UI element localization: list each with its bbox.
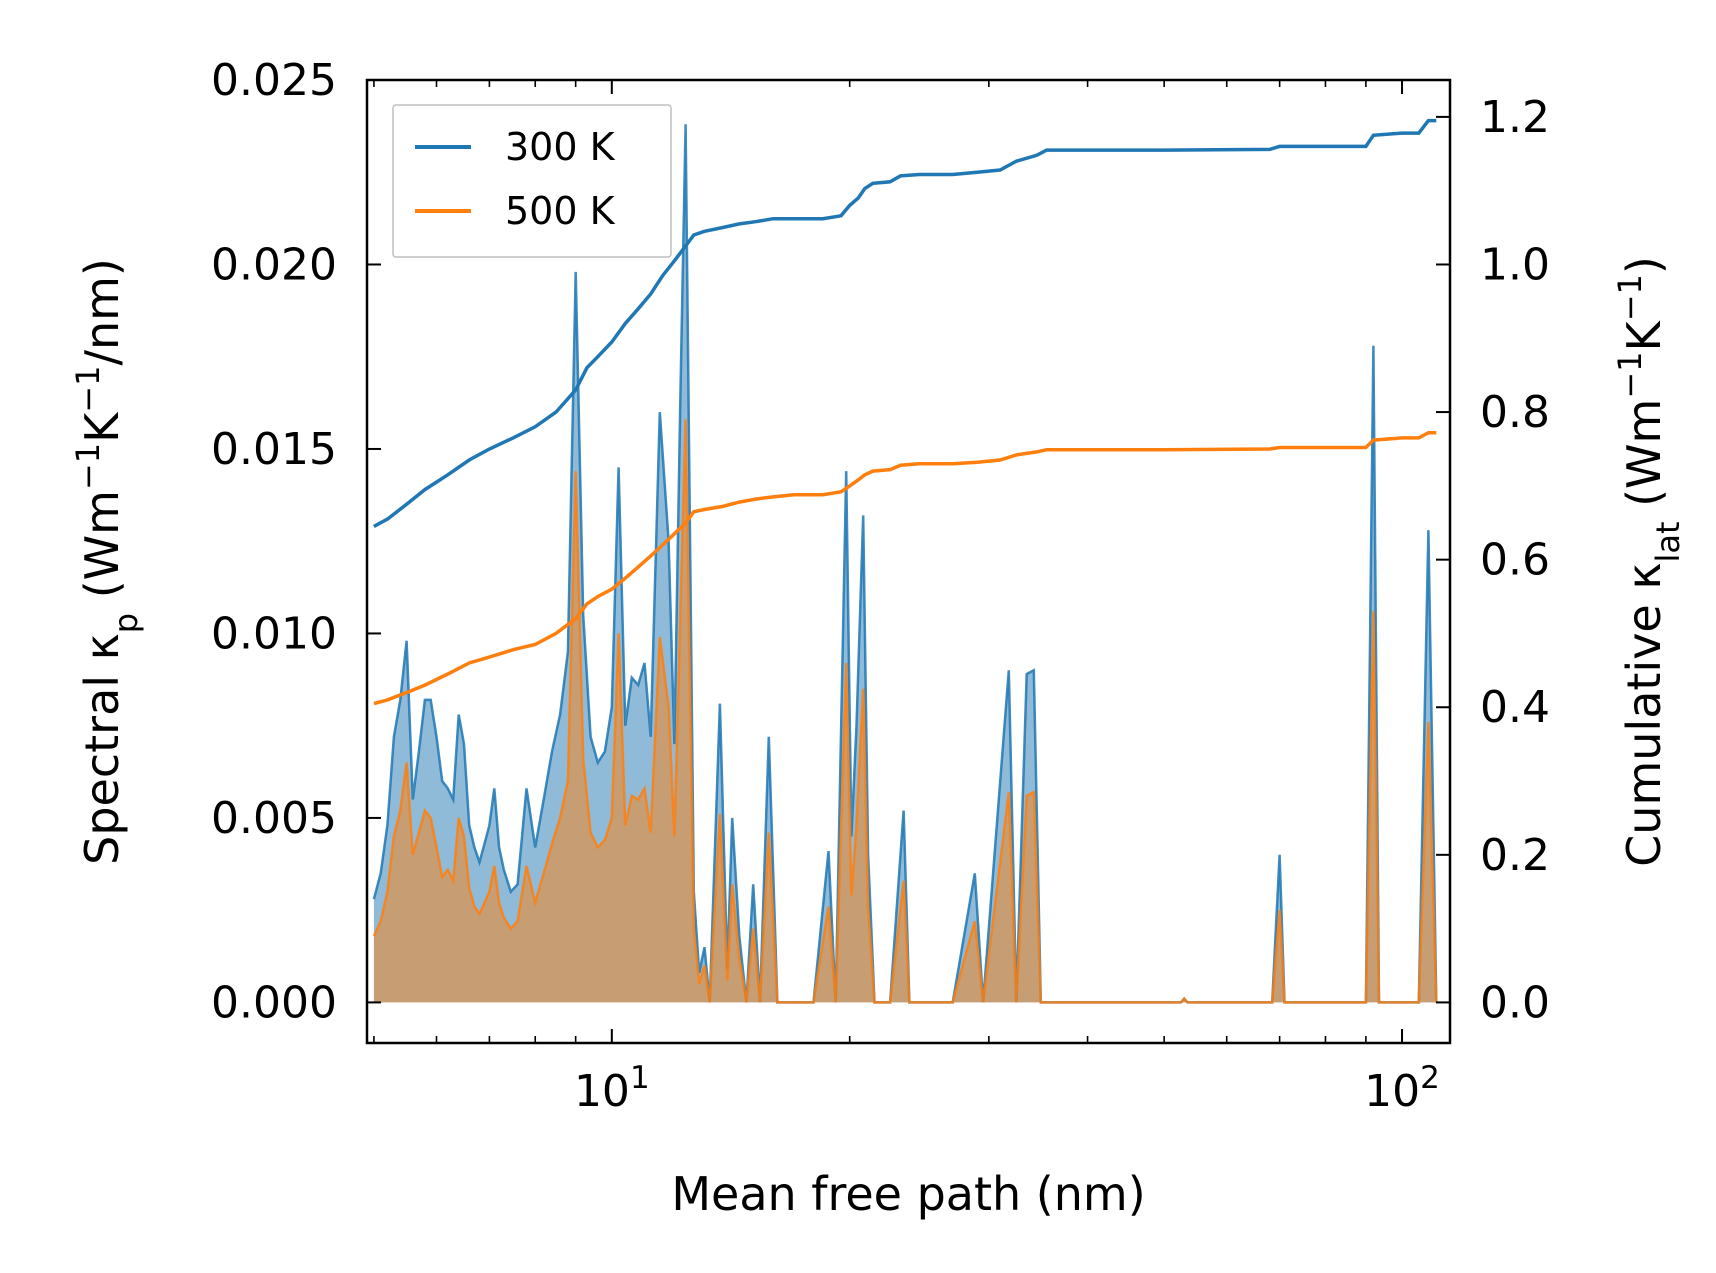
y-right-title-mid: K xyxy=(1617,319,1671,351)
x-tick-label: 102 xyxy=(1364,1060,1440,1117)
y-right-title-sup1: −1 xyxy=(1611,351,1649,398)
spectral-area-500k xyxy=(373,419,1437,1003)
y-right-tick-label: 0.6 xyxy=(1480,535,1550,586)
x-axis-title: Mean free path (nm) xyxy=(671,1167,1145,1221)
y-left-tick-label: 0.015 xyxy=(211,424,337,475)
x-tick-label-base: 10 xyxy=(1364,1066,1420,1117)
x-tick-label-base: 10 xyxy=(574,1066,630,1117)
y-left-tick-label: 0.025 xyxy=(211,55,337,106)
x-tick-label-exp: 1 xyxy=(630,1060,650,1096)
y-right-title-end: ) xyxy=(1617,256,1671,274)
x-tick-label-exp: 2 xyxy=(1420,1060,1440,1096)
legend-box xyxy=(392,104,672,258)
y-axis-left-title: Spectral κp (Wm−1K−1/nm) xyxy=(69,258,145,865)
y-left-tick-label: 0.010 xyxy=(211,608,337,659)
y-right-title-post: (Wm xyxy=(1617,399,1671,522)
y-left-title-sup1: −1 xyxy=(69,443,107,490)
y-left-title-sup2: −1 xyxy=(69,366,107,413)
y-right-title-sup2: −1 xyxy=(1611,274,1649,321)
legend: 300 K 500 K xyxy=(392,104,672,258)
spectral-line-500k xyxy=(372,419,1438,1004)
legend-label-500k: 500 K xyxy=(505,189,616,233)
y-right-title-sub: lat xyxy=(1649,522,1687,563)
y-left-title-post: (Wm xyxy=(75,490,129,613)
y-right-tick-label: 0.8 xyxy=(1480,387,1550,438)
y-left-tick-label: 0.000 xyxy=(211,977,337,1028)
plot-frame xyxy=(365,78,1452,1045)
y-right-tick-label: 1.0 xyxy=(1480,239,1550,290)
spectral-area-300k xyxy=(373,124,1437,1003)
tick-layer: 101 1020.0000.0050.0100.0150.0200.0250.00… xyxy=(211,55,1550,1117)
y-left-title-mid: K xyxy=(75,411,129,443)
y-right-tick-label: 0.4 xyxy=(1480,682,1550,733)
spectral-line-300k xyxy=(372,124,1438,1004)
cumulative-line-500k xyxy=(373,430,1437,706)
line-layer xyxy=(372,118,1438,1004)
y-left-tick-label: 0.005 xyxy=(211,793,337,844)
x-tick-label: 101 xyxy=(574,1060,650,1117)
cumulative-line-300k xyxy=(373,118,1437,528)
y-right-tick-label: 1.2 xyxy=(1480,92,1550,143)
legend-label-300k: 300 K xyxy=(505,125,616,169)
y-axis-right-title: Cumulative κlat (Wm−1K−1) xyxy=(1611,256,1687,867)
y-left-title-pre: Spectral κ xyxy=(75,633,129,865)
y-right-tick-label: 0.0 xyxy=(1480,977,1550,1028)
y-right-title-pre: Cumulative κ xyxy=(1617,563,1671,867)
y-left-title-end: /nm) xyxy=(75,258,129,365)
y-right-tick-label: 0.2 xyxy=(1480,830,1550,881)
y-left-title-sub: p xyxy=(107,613,145,633)
y-left-tick-label: 0.020 xyxy=(211,239,337,290)
spectral-fill-layer xyxy=(373,124,1437,1003)
